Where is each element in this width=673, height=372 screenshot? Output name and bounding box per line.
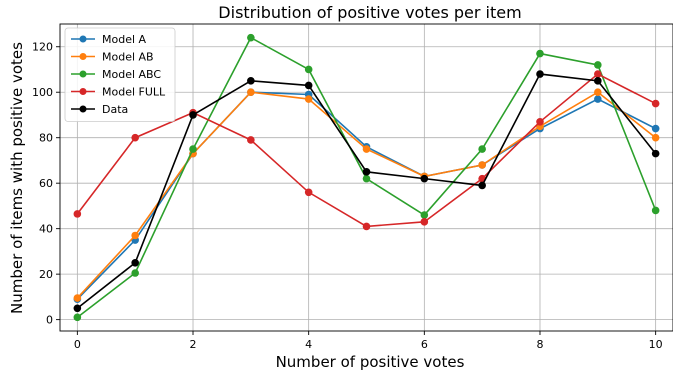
- data-point-model-full: [420, 218, 429, 226]
- data-point-model-ab: [247, 88, 255, 97]
- data-point-model-ab: [478, 161, 486, 169]
- data-point-data: [131, 258, 139, 267]
- y-tick-label: 80: [39, 132, 53, 145]
- legend-marker-model-a: [79, 35, 87, 43]
- legend-label-model-ab: Model AB: [102, 51, 154, 64]
- data-point-model-abc: [247, 33, 255, 42]
- data-point-model-abc: [594, 61, 602, 69]
- series-model-abc: [73, 33, 660, 322]
- x-tick-label: 2: [190, 338, 197, 351]
- legend-label-model-abc: Model ABC: [102, 68, 161, 81]
- y-tick-label: 100: [32, 86, 53, 99]
- y-axis-label: Number of items with positive votes: [8, 42, 26, 314]
- y-tick-label: 60: [39, 177, 53, 190]
- x-tick-label: 10: [649, 338, 663, 351]
- data-point-data: [304, 81, 313, 90]
- data-point-data: [651, 149, 660, 158]
- data-point-model-abc: [73, 313, 82, 322]
- data-point-model-abc: [304, 65, 313, 74]
- data-point-model-a: [651, 124, 660, 133]
- y-tick-label: 40: [39, 223, 53, 236]
- data-point-model-full: [536, 117, 544, 126]
- data-point-data: [247, 77, 255, 85]
- x-tick-label: 8: [536, 338, 543, 351]
- legend-label-model-a: Model A: [102, 33, 147, 46]
- x-tick-label: 6: [421, 338, 428, 351]
- x-axis-label: Number of positive votes: [276, 353, 465, 371]
- legend-marker-data: [79, 105, 87, 113]
- data-point-data: [478, 181, 486, 190]
- series-data: [73, 70, 660, 313]
- legend-label-data: Data: [102, 103, 128, 116]
- data-point-model-abc: [362, 174, 371, 183]
- data-point-model-abc: [536, 49, 544, 58]
- data-point-model-ab: [362, 145, 371, 153]
- data-point-model-ab: [594, 88, 602, 97]
- data-point-model-ab: [651, 133, 660, 142]
- data-point-model-abc: [420, 211, 429, 219]
- data-point-model-full: [304, 188, 313, 197]
- legend-box: [64, 27, 176, 122]
- chart-title: Distribution of positive votes per item: [218, 3, 521, 22]
- legend: Model A Model AB Model ABC Model FULL Data: [64, 27, 176, 122]
- data-point-model-full: [594, 70, 602, 78]
- data-point-model-full: [362, 222, 371, 231]
- legend-marker-model-ab: [79, 53, 87, 60]
- data-point-data: [362, 168, 371, 176]
- data-point-model-a: [594, 95, 602, 103]
- y-tick-label: 0: [46, 314, 53, 327]
- x-tick-label: 4: [305, 338, 312, 351]
- data-point-model-full: [73, 210, 82, 218]
- legend-label-model-full: Model FULL: [102, 86, 166, 99]
- data-point-model-abc: [651, 206, 660, 215]
- y-tick-label: 120: [32, 41, 53, 54]
- data-point-model-ab: [73, 294, 82, 302]
- data-point-model-full: [651, 99, 660, 108]
- data-point-data: [420, 174, 429, 183]
- x-tick-label: 0: [74, 338, 81, 351]
- legend-marker-model-abc: [79, 70, 87, 78]
- series-line-model-ab: [76, 91, 657, 299]
- data-point-model-ab: [131, 231, 139, 240]
- legend-marker-model-full: [79, 88, 87, 95]
- data-point-model-ab: [304, 95, 313, 103]
- data-point-model-abc: [478, 145, 486, 153]
- y-tick-label: 20: [39, 268, 53, 281]
- data-point-model-full: [131, 133, 139, 142]
- data-point-model-full: [247, 136, 255, 144]
- data-point-model-abc: [189, 145, 197, 153]
- data-point-data: [594, 77, 602, 85]
- plot-frame: [59, 23, 673, 332]
- data-point-model-abc: [131, 269, 139, 277]
- data-point-data: [73, 304, 82, 313]
- data-point-data: [536, 70, 544, 78]
- data-point-data: [189, 111, 197, 119]
